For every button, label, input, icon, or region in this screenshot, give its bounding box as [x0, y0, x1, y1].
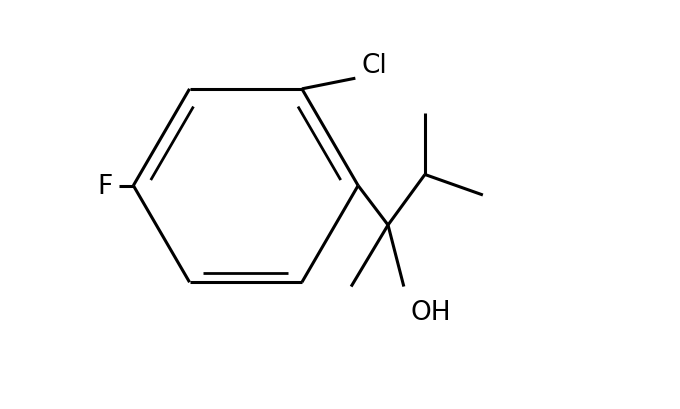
- Text: Cl: Cl: [362, 53, 388, 79]
- Text: OH: OH: [411, 299, 452, 326]
- Text: F: F: [97, 173, 112, 199]
